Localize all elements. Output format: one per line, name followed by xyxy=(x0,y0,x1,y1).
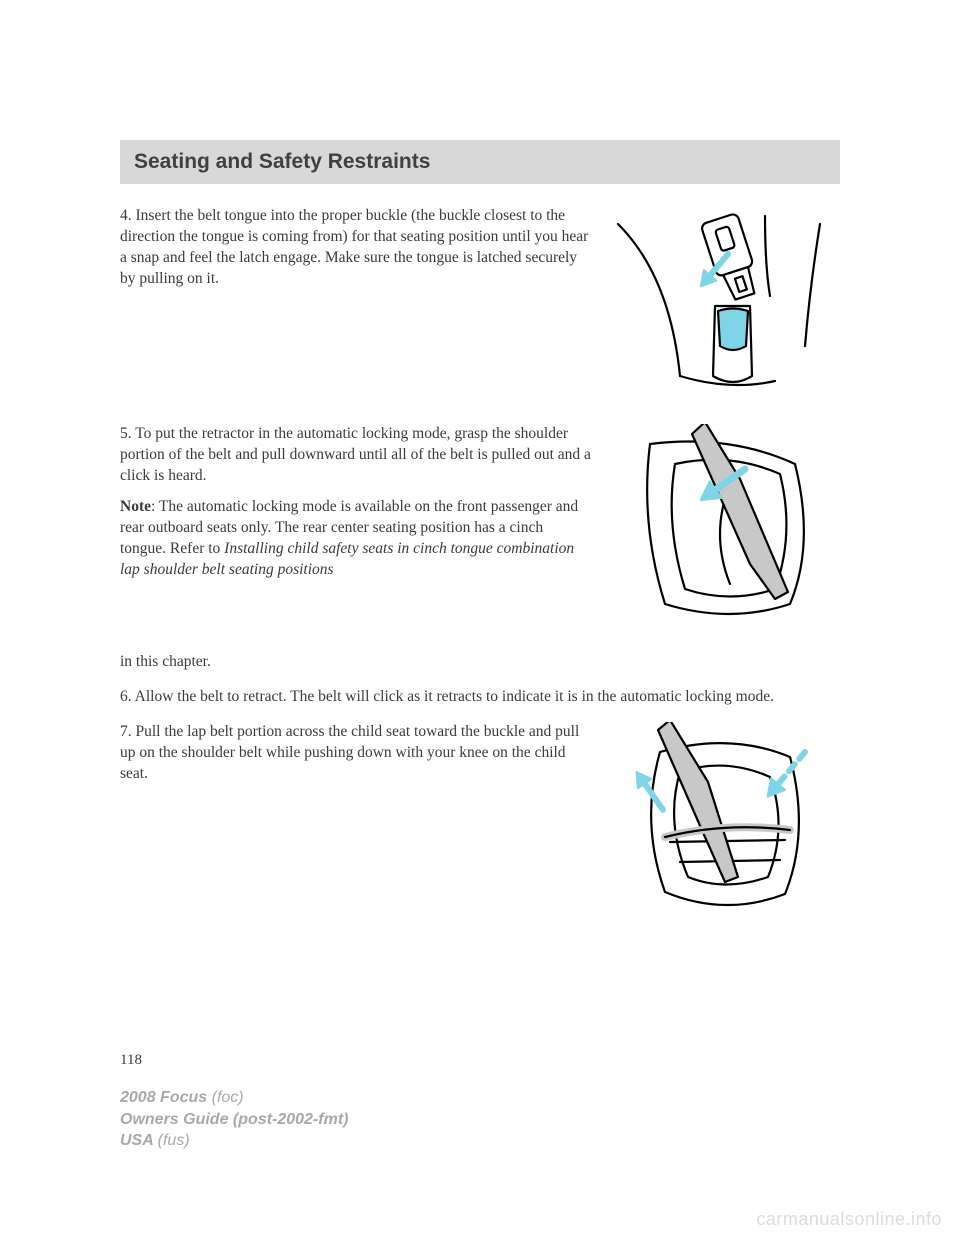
step-4-block: 4. Insert the belt tongue into the prope… xyxy=(120,206,840,406)
note-tail: in this chapter. xyxy=(120,653,211,670)
illustration-lap-belt xyxy=(610,722,840,922)
footer-region-code: (fus) xyxy=(158,1132,190,1149)
footer-line-1: 2008 Focus (foc) xyxy=(120,1087,348,1109)
section-title: Seating and Safety Restraints xyxy=(134,150,826,174)
watermark: carmanualsonline.info xyxy=(756,1209,942,1230)
footer-region: USA xyxy=(120,1132,158,1149)
footer-model-code: (foc) xyxy=(212,1089,244,1106)
step-7-text: 7. Pull the lap belt portion across the … xyxy=(120,722,592,785)
note-continuation: in this chapter. xyxy=(120,652,840,673)
step-4-text: 4. Insert the belt tongue into the prope… xyxy=(120,206,592,290)
section-header: Seating and Safety Restraints xyxy=(120,140,840,184)
page-number: 118 xyxy=(120,1052,840,1069)
step-5-text: 5. To put the retractor in the automatic… xyxy=(120,424,592,580)
step-5-block: 5. To put the retractor in the automatic… xyxy=(120,424,840,634)
note-label: Note xyxy=(120,498,151,515)
step-6-text: 6. Allow the belt to retract. The belt w… xyxy=(120,687,840,708)
illustration-buckle xyxy=(610,206,840,406)
manual-page: Seating and Safety Restraints 4. Insert … xyxy=(0,0,960,1069)
step-7-block: 7. Pull the lap belt portion across the … xyxy=(120,722,840,922)
footer-line-3: USA (fus) xyxy=(120,1130,348,1152)
footer-line-2: Owners Guide (post-2002-fmt) xyxy=(120,1109,348,1131)
footer: 2008 Focus (foc) Owners Guide (post-2002… xyxy=(120,1087,348,1152)
note-para: Note: The automatic locking mode is avai… xyxy=(120,497,592,581)
step-5-para: 5. To put the retractor in the automatic… xyxy=(120,424,592,487)
illustration-retractor xyxy=(610,424,840,634)
footer-model: 2008 Focus xyxy=(120,1089,212,1106)
